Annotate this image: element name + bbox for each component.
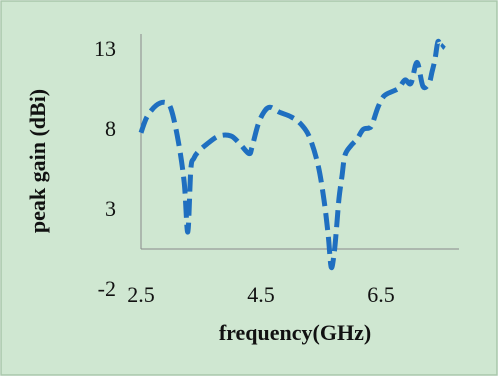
x-tick-label: 4.5 [247,282,275,307]
data-point [268,105,272,109]
data-point [196,150,200,154]
data-point [376,105,380,109]
y-axis-title: peak gain (dBi) [25,89,50,233]
data-point [367,126,371,130]
y-tick-label: 3 [105,196,116,221]
data-point [361,128,365,132]
data-point [205,142,209,146]
data-point [247,152,251,156]
data-point [316,163,320,167]
data-point [238,142,242,146]
data-point [332,251,336,255]
data-point [430,70,434,74]
data-point [217,134,221,138]
data-point [329,265,333,269]
data-point [349,144,353,148]
y-tick-label: 13 [94,36,116,61]
data-point [343,153,347,157]
data-point [250,145,254,149]
data-point [403,78,407,82]
data-point [289,115,293,119]
data-point [326,233,330,237]
data-point [382,94,386,98]
data-point [442,43,446,47]
data-point [409,81,413,85]
data-point [145,115,149,119]
data-point [154,104,158,108]
data-point [256,123,260,127]
data-point [397,86,401,90]
data-point [277,110,281,114]
data-point [139,131,143,135]
data-point [182,180,186,184]
data-point [192,156,196,160]
data-point [391,89,395,93]
data-point [433,57,437,61]
data-point [322,198,326,202]
data-point [307,134,311,138]
data-point [355,137,359,141]
x-tick-label: 6.5 [367,282,395,307]
data-point [427,81,431,85]
y-tick-label: -2 [98,276,116,301]
x-tick-labels: 2.5 4.5 6.5 [127,282,395,307]
data-point [335,225,339,229]
data-point [169,107,173,111]
x-axis-title: frequency(GHz) [219,320,371,345]
data-point [436,40,440,44]
data-point [298,121,302,125]
data-point [163,100,167,104]
data-point [370,123,374,127]
x-tick-label: 2.5 [127,282,155,307]
data-point [229,134,233,138]
data-point [176,139,180,143]
y-tick-label: 8 [105,116,116,141]
data-point [415,60,419,64]
data-point [340,174,344,178]
data-point [262,110,266,114]
peak-gain-series-line [138,38,446,271]
data-point [439,46,443,50]
data-point [337,196,341,200]
data-point [189,168,193,172]
y-tick-labels: -2 3 8 13 [94,36,116,301]
data-point [421,84,425,88]
data-point [186,230,190,234]
